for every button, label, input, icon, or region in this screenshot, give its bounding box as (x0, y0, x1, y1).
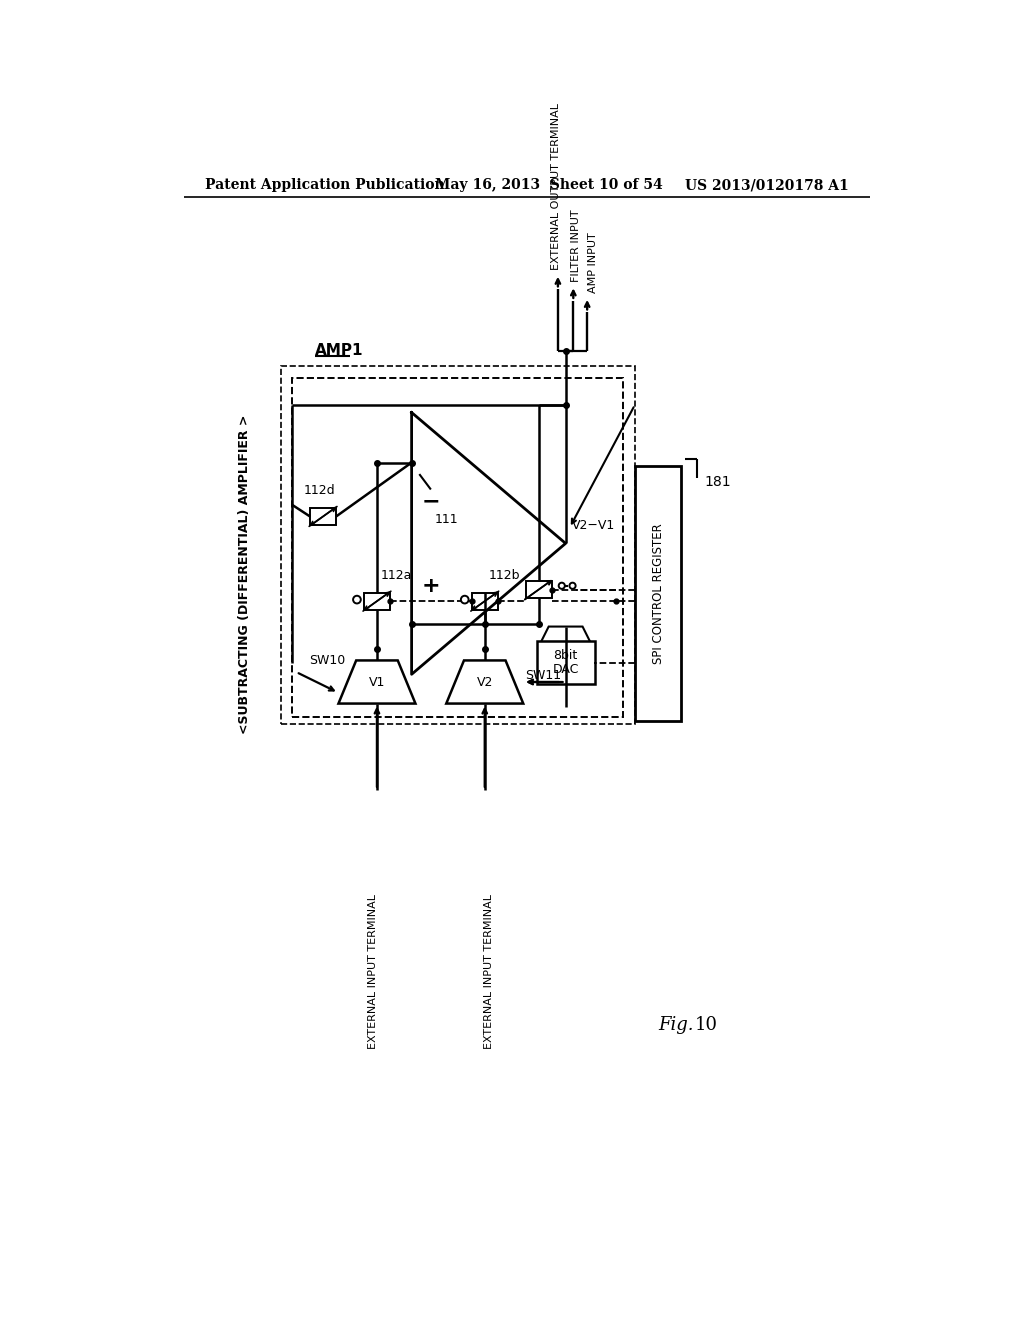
Polygon shape (339, 660, 416, 704)
Circle shape (569, 582, 575, 589)
Text: SW11: SW11 (525, 669, 562, 682)
Circle shape (353, 595, 360, 603)
Text: 8bit: 8bit (554, 649, 578, 663)
Text: −: − (422, 491, 440, 511)
Bar (538, 642, 595, 684)
Text: SPI CONTROL REGISTER: SPI CONTROL REGISTER (651, 523, 665, 664)
Bar (472, 593, 498, 610)
Text: EXTERNAL INPUT TERMINAL: EXTERNAL INPUT TERMINAL (368, 894, 378, 1049)
Bar (292, 378, 624, 717)
Text: AMP1: AMP1 (315, 343, 364, 359)
Text: 181: 181 (705, 475, 731, 488)
Text: V1: V1 (369, 676, 385, 689)
Text: SW10: SW10 (309, 653, 345, 667)
Text: <SUBTRACTING (DIFFERENTIAL) AMPLIFIER >: <SUBTRACTING (DIFFERENTIAL) AMPLIFIER > (238, 414, 251, 734)
Text: 112b: 112b (488, 569, 520, 582)
Circle shape (559, 582, 565, 589)
Polygon shape (541, 627, 590, 642)
Text: DAC: DAC (552, 663, 579, 676)
Text: +: + (422, 576, 440, 595)
Bar (310, 508, 336, 525)
Circle shape (461, 595, 469, 603)
Text: 112a: 112a (381, 569, 413, 582)
Text: EXTERNAL INPUT TERMINAL: EXTERNAL INPUT TERMINAL (483, 894, 494, 1049)
Bar (525, 581, 552, 598)
Text: US 2013/0120178 A1: US 2013/0120178 A1 (685, 178, 849, 193)
Text: V2−V1: V2−V1 (571, 519, 615, 532)
Text: EXTERNAL OUTPUT TERMINAL: EXTERNAL OUTPUT TERMINAL (551, 103, 560, 271)
Polygon shape (446, 660, 523, 704)
Text: 111: 111 (435, 512, 459, 525)
Text: 112d: 112d (303, 484, 335, 498)
Text: FILTER INPUT: FILTER INPUT (570, 209, 581, 281)
Bar (281, 367, 635, 725)
Text: V2: V2 (476, 676, 493, 689)
Text: Fig.: Fig. (658, 1015, 693, 1034)
Bar (635, 466, 681, 721)
Text: 10: 10 (695, 1015, 718, 1034)
Text: May 16, 2013  Sheet 10 of 54: May 16, 2013 Sheet 10 of 54 (435, 178, 663, 193)
Text: Patent Application Publication: Patent Application Publication (205, 178, 444, 193)
Bar (364, 593, 390, 610)
Text: AMP INPUT: AMP INPUT (589, 232, 598, 293)
